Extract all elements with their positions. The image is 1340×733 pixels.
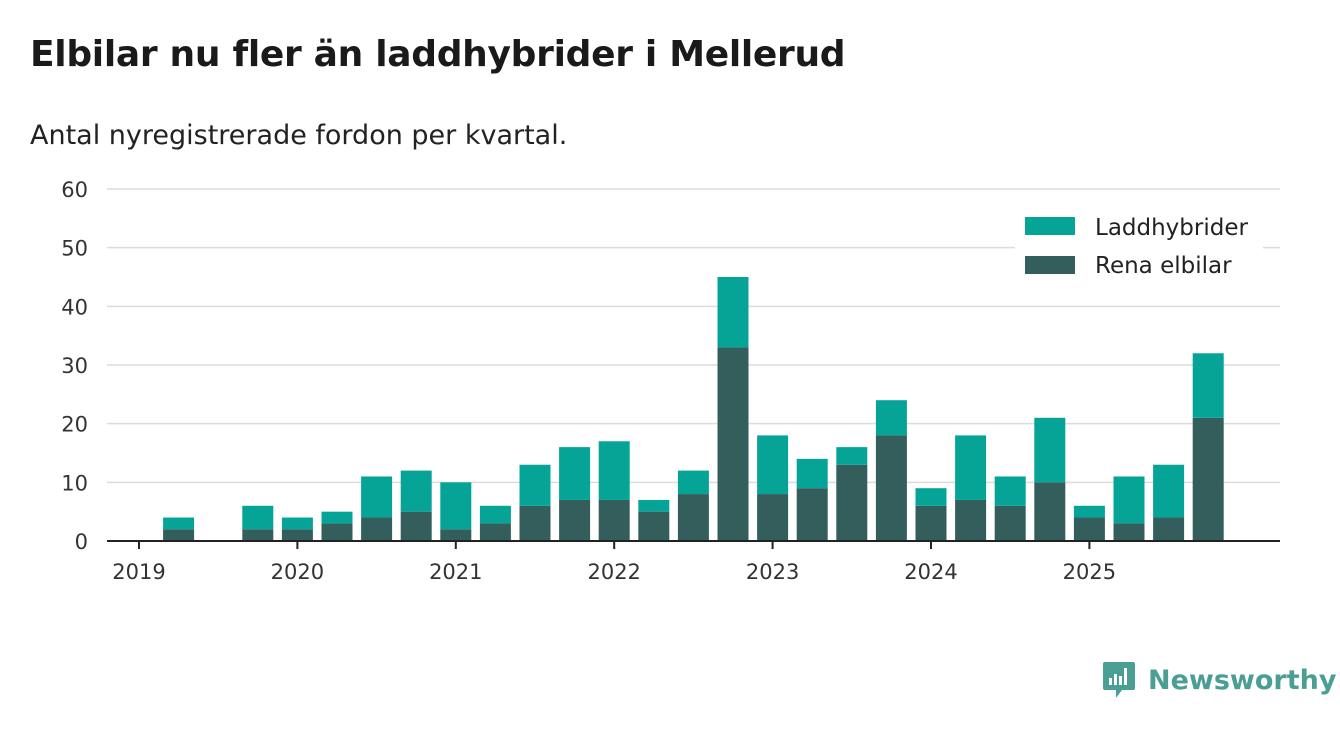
bar-rena-elbilar	[677, 494, 709, 541]
bar-rena-elbilar	[994, 505, 1026, 541]
bar-laddhybrider	[677, 470, 709, 495]
bar-laddhybrider	[1113, 476, 1145, 524]
bar-laddhybrider	[875, 400, 907, 436]
bar-laddhybrider	[994, 476, 1026, 506]
bar-rena-elbilar	[757, 494, 789, 541]
x-tick-label: 2019	[112, 560, 165, 584]
bar-rena-elbilar	[1034, 482, 1066, 541]
x-tick-label: 2021	[429, 560, 482, 584]
bar-rena-elbilar	[1153, 517, 1185, 541]
x-tick-label: 2020	[271, 560, 324, 584]
legend: Laddhybrider Rena elbilar	[1015, 207, 1263, 297]
bar-laddhybrider	[321, 511, 353, 524]
newsworthy-logo-icon	[1103, 662, 1135, 698]
y-tick-label: 60	[61, 178, 88, 202]
bar-laddhybrider	[638, 499, 670, 512]
bar-rena-elbilar	[479, 523, 511, 541]
bar-laddhybrider	[717, 277, 749, 348]
bar-rena-elbilar	[836, 464, 868, 541]
y-tick-label: 50	[61, 237, 88, 261]
legend-swatch-rena-elbilar	[1025, 256, 1075, 274]
bar-laddhybrider	[1153, 464, 1185, 518]
bar-rena-elbilar	[400, 511, 432, 541]
bar-laddhybrider	[796, 458, 828, 489]
legend-swatch-laddhybrider	[1025, 217, 1075, 235]
bar-laddhybrider	[915, 488, 947, 506]
x-tick-label: 2023	[746, 560, 799, 584]
bar-rena-elbilar	[1073, 517, 1105, 541]
bar-rena-elbilar	[1113, 523, 1145, 541]
y-tick-label: 40	[61, 295, 88, 319]
bar-rena-elbilar	[163, 529, 195, 541]
bar-rena-elbilar	[796, 488, 828, 541]
bar-rena-elbilar	[955, 499, 987, 541]
legend-label-laddhybrider: Laddhybrider	[1095, 215, 1248, 241]
x-axis: 2019 2020 2021 2022 2023 2024 2025	[107, 540, 1280, 584]
y-tick-label: 0	[75, 530, 88, 554]
y-axis-labels: 0 10 20 30 40 50 60	[61, 178, 88, 554]
bar-laddhybrider	[559, 447, 591, 500]
bar-rena-elbilar	[638, 511, 670, 541]
bar-rena-elbilar	[915, 505, 947, 541]
bar-rena-elbilar	[321, 523, 353, 541]
bar-laddhybrider	[836, 447, 868, 465]
bar-laddhybrider	[955, 435, 987, 500]
bars	[163, 277, 1224, 541]
legend-label-rena-elbilar: Rena elbilar	[1095, 253, 1232, 279]
chart-title: Elbilar nu fler än laddhybrider i Meller…	[30, 34, 846, 75]
y-tick-label: 30	[61, 354, 88, 378]
bar-rena-elbilar	[875, 435, 907, 541]
bar-laddhybrider	[757, 435, 789, 495]
brand-name: Newsworthy	[1148, 664, 1337, 696]
chart-subtitle: Antal nyregistrerade fordon per kvartal.	[30, 120, 568, 151]
bar-rena-elbilar	[717, 347, 749, 541]
x-tick-label: 2025	[1063, 560, 1116, 584]
bar-laddhybrider	[598, 441, 630, 500]
bar-rena-elbilar	[242, 529, 274, 541]
bar-rena-elbilar	[361, 517, 393, 541]
bar-laddhybrider	[440, 482, 472, 530]
bar-laddhybrider	[361, 476, 393, 518]
bar-laddhybrider	[163, 517, 195, 530]
bar-rena-elbilar	[598, 499, 630, 541]
bar-laddhybrider	[1034, 417, 1066, 483]
x-tick-label: 2022	[587, 560, 640, 584]
bar-rena-elbilar	[281, 529, 313, 541]
bar-rena-elbilar	[559, 499, 591, 541]
y-tick-label: 20	[61, 413, 88, 437]
newsworthy-logo: Newsworthy	[1102, 660, 1336, 700]
bar-laddhybrider	[519, 464, 551, 506]
bar-laddhybrider	[400, 470, 432, 512]
y-tick-label: 10	[61, 471, 88, 495]
bar-laddhybrider	[242, 505, 274, 530]
bar-laddhybrider	[281, 517, 313, 530]
bar-laddhybrider	[1073, 505, 1105, 518]
bar-rena-elbilar	[519, 505, 551, 541]
bar-rena-elbilar	[1192, 417, 1224, 541]
bar-laddhybrider	[479, 505, 511, 524]
bar-laddhybrider	[1192, 353, 1224, 418]
x-tick-label: 2024	[904, 560, 957, 584]
bar-rena-elbilar	[440, 529, 472, 541]
